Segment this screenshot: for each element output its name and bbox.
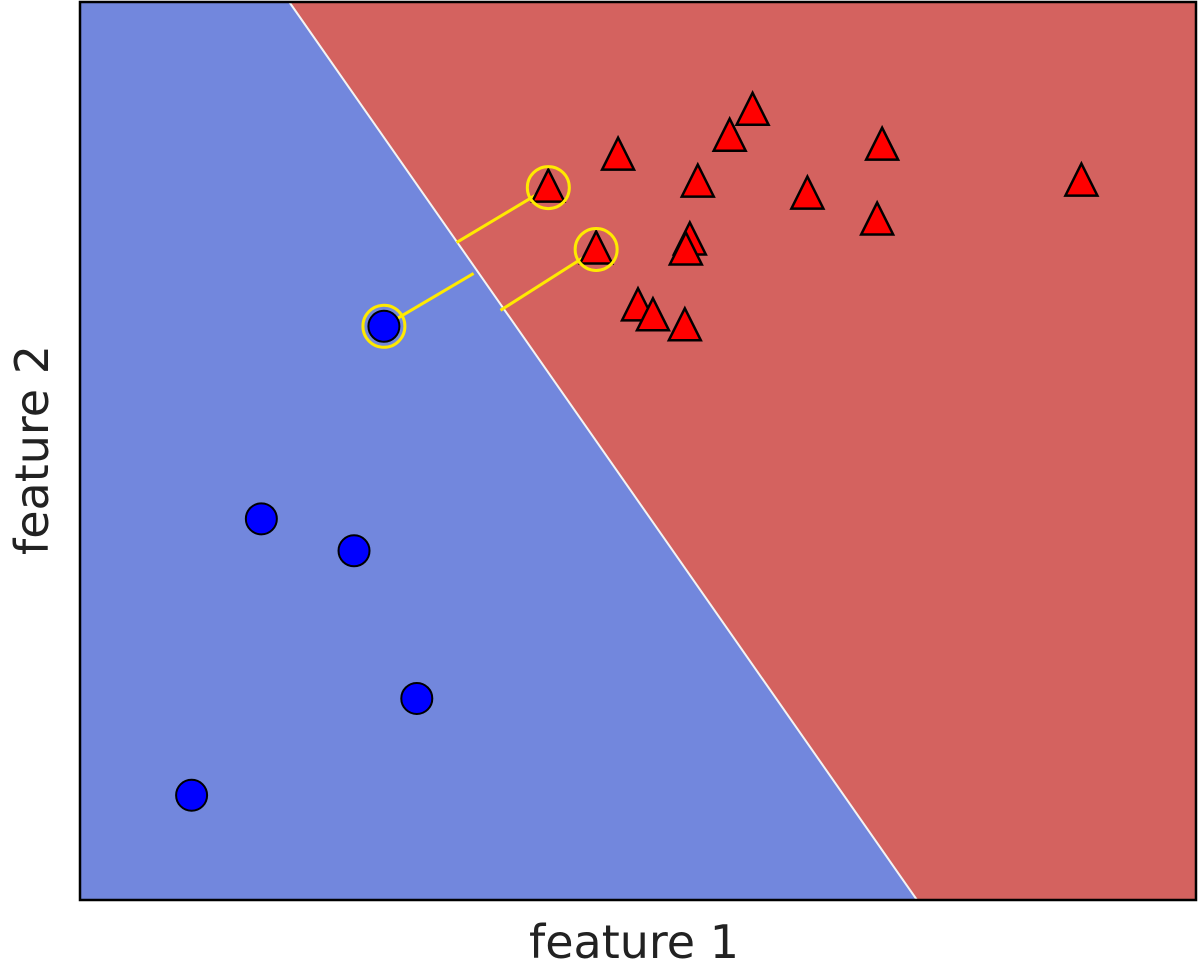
plot-frame — [78, 0, 1198, 902]
triangle-point — [734, 89, 771, 127]
region-blue — [80, 2, 917, 900]
triangle-point — [667, 229, 704, 266]
margin-line — [455, 186, 550, 244]
support-vector-ring — [361, 303, 407, 349]
decision-boundary — [288, 1, 918, 901]
x-axis-label: feature 1 — [529, 915, 739, 960]
triangle-point — [578, 228, 615, 265]
triangle-point — [530, 166, 567, 203]
triangle-point — [1063, 160, 1100, 197]
region-red — [289, 2, 1196, 900]
decision-regions — [80, 2, 1196, 900]
circle-point — [244, 502, 278, 536]
y-axis-label: feature 2 — [5, 345, 59, 555]
circle-point — [400, 681, 434, 715]
triangle-point — [634, 295, 671, 332]
triangle-point — [864, 124, 901, 161]
margin-lines — [383, 186, 597, 328]
triangle-point — [600, 134, 637, 171]
support-vector-ring — [573, 226, 619, 272]
margin-line — [383, 272, 475, 328]
data-points — [175, 89, 1100, 812]
triangle-point — [711, 115, 748, 152]
circle-point — [367, 309, 401, 343]
support-vector-ring — [525, 165, 571, 211]
support-vectors — [361, 165, 619, 349]
boundary-line — [288, 1, 918, 901]
triangle-point — [789, 173, 826, 210]
triangle-point — [859, 199, 896, 236]
circle-point — [175, 778, 209, 812]
margin-line — [499, 248, 597, 312]
circle-point — [337, 534, 371, 568]
triangle-point — [679, 161, 716, 198]
triangle-point — [666, 305, 703, 342]
